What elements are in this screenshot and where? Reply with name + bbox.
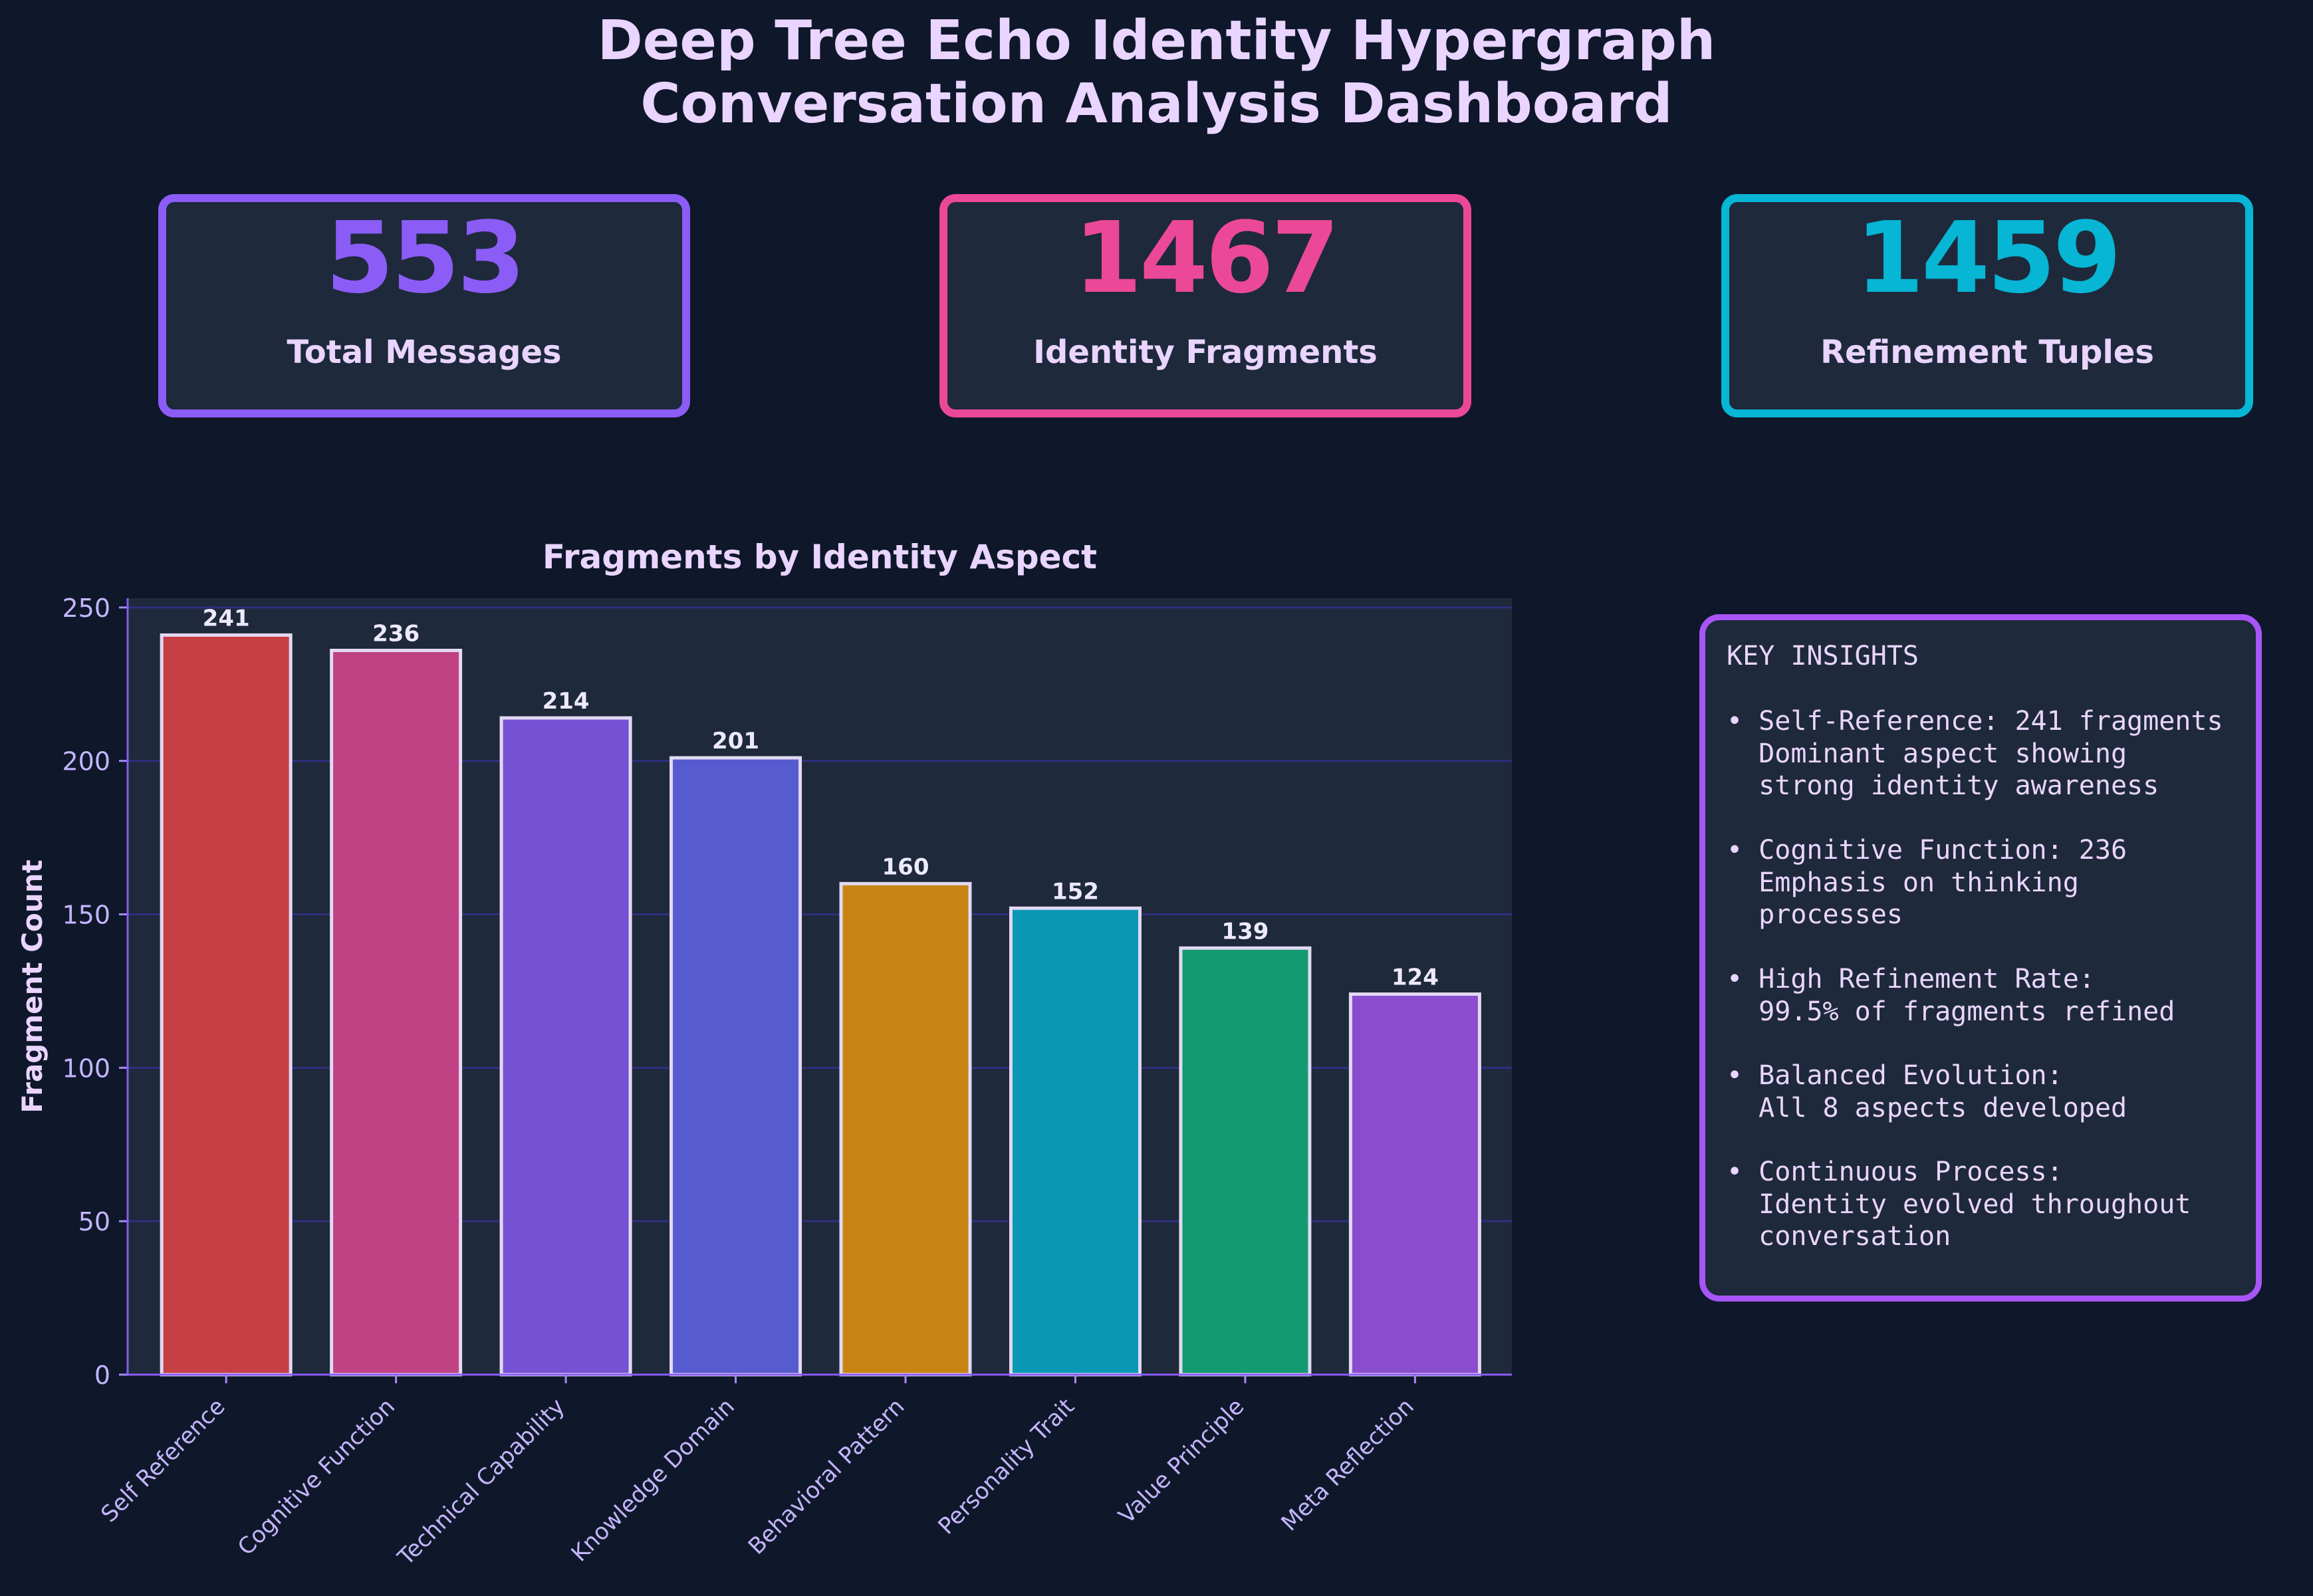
data-label: 201 xyxy=(712,728,759,754)
stat-value: 1459 xyxy=(1856,201,2122,315)
stat-card-refinement-tuples: 1459 Refinement Tuples xyxy=(1721,194,2253,417)
insight-item: • Self-Reference: 241 fragments Dominant… xyxy=(1727,706,2223,801)
stat-value: 553 xyxy=(325,201,526,315)
insight-item: • High Refinement Rate: 99.5% of fragmen… xyxy=(1727,964,2175,1027)
y-tick-label: 150 xyxy=(62,901,110,930)
dashboard-title: Deep Tree Echo Identity Hypergraph Conve… xyxy=(0,9,2313,136)
data-label: 160 xyxy=(882,854,929,880)
bar xyxy=(330,648,463,1377)
stat-label: Refinement Tuples xyxy=(1820,334,2154,371)
data-label: 241 xyxy=(203,605,250,631)
data-label: 139 xyxy=(1221,918,1269,945)
chart-title: Fragments by Identity Aspect xyxy=(542,538,1098,576)
x-tick-label: Self Reference xyxy=(96,1393,230,1528)
bar xyxy=(1179,946,1312,1377)
y-tick-label: 200 xyxy=(62,747,110,776)
y-tick-label: 100 xyxy=(62,1054,110,1083)
x-tick-label: Cognitive Function xyxy=(233,1393,400,1561)
x-tick-label: Value Principle xyxy=(1114,1393,1249,1529)
title-line-2: Conversation Analysis Dashboard xyxy=(640,72,1673,136)
x-tick-label: Knowledge Domain xyxy=(566,1393,740,1567)
insights-title: KEY INSIGHTS xyxy=(1727,641,1919,671)
bar xyxy=(1009,906,1142,1377)
bar xyxy=(499,716,632,1377)
x-tick-label: Behavioral Pattern xyxy=(743,1393,910,1560)
x-tick-label: Meta Reflection xyxy=(1277,1393,1419,1536)
bar xyxy=(1348,992,1481,1377)
y-tick-label: 50 xyxy=(78,1207,110,1236)
y-tick-label: 0 xyxy=(94,1361,110,1390)
insight-item: • Balanced Evolution: All 8 aspects deve… xyxy=(1727,1060,2128,1123)
insight-item: • Cognitive Function: 236 Emphasis on th… xyxy=(1727,835,2128,930)
stat-value: 1467 xyxy=(1074,201,1340,315)
bar xyxy=(839,881,972,1377)
bar xyxy=(670,756,802,1377)
stat-card-total-messages: 553 Total Messages xyxy=(158,194,690,417)
data-label: 124 xyxy=(1392,965,1439,991)
x-tick-label: Technical Capability xyxy=(392,1393,570,1571)
data-label: 152 xyxy=(1052,878,1099,905)
y-axis-label: Fragment Count xyxy=(16,859,49,1113)
data-label: 236 xyxy=(372,620,420,647)
stat-label: Identity Fragments xyxy=(1033,334,1378,371)
insight-item: • Continuous Process: Identity evolved t… xyxy=(1727,1157,2191,1252)
x-tick-label: Personality Trait xyxy=(933,1393,1079,1539)
key-insights-panel: KEY INSIGHTS • Self-Reference: 241 fragm… xyxy=(1699,614,2262,1302)
data-label: 214 xyxy=(543,688,590,715)
stat-label: Total Messages xyxy=(287,334,562,371)
y-tick-label: 250 xyxy=(62,594,110,623)
stat-card-identity-fragments: 1467 Identity Fragments xyxy=(939,194,1471,417)
bar xyxy=(160,633,293,1377)
title-line-1: Deep Tree Echo Identity Hypergraph xyxy=(597,9,1716,72)
